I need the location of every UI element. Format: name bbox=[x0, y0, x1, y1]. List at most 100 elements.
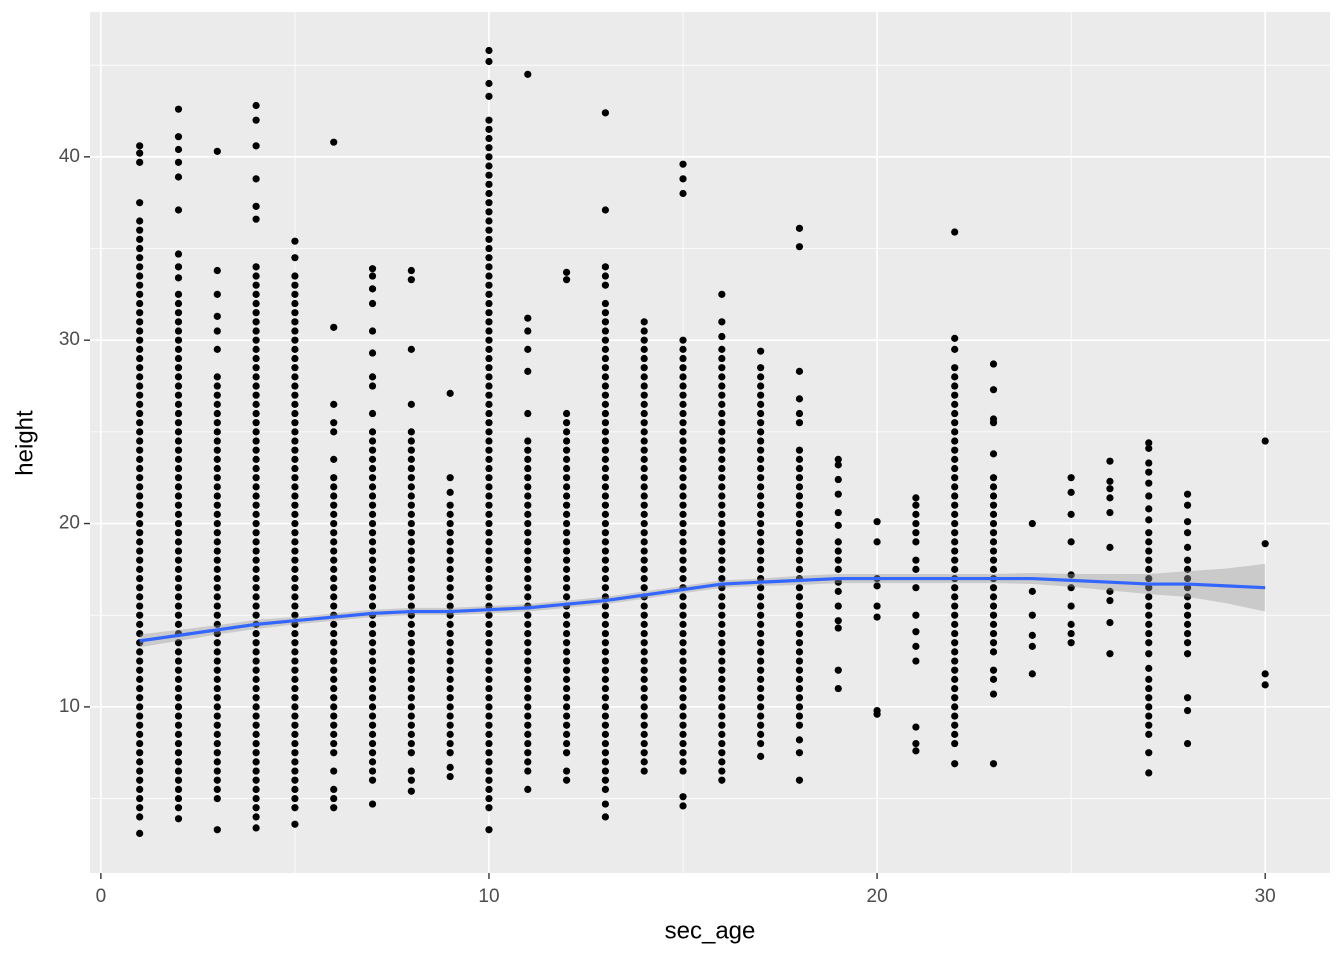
point bbox=[485, 437, 493, 445]
point bbox=[757, 752, 765, 760]
point bbox=[485, 547, 493, 555]
point bbox=[951, 584, 959, 592]
point bbox=[912, 510, 920, 518]
point bbox=[718, 290, 726, 298]
point bbox=[601, 776, 610, 784]
point bbox=[640, 611, 648, 619]
point bbox=[679, 675, 687, 683]
point bbox=[1145, 684, 1153, 693]
panel-background bbox=[90, 12, 1330, 873]
point bbox=[912, 501, 920, 509]
point bbox=[252, 327, 260, 335]
point bbox=[524, 492, 532, 500]
point bbox=[601, 556, 610, 564]
point bbox=[1145, 721, 1153, 729]
point bbox=[640, 684, 648, 693]
point bbox=[795, 547, 804, 555]
point bbox=[446, 694, 454, 702]
point bbox=[407, 767, 415, 775]
point bbox=[485, 400, 493, 408]
point bbox=[1183, 593, 1192, 601]
point bbox=[291, 373, 299, 381]
point bbox=[601, 206, 610, 214]
point bbox=[718, 538, 726, 546]
point bbox=[446, 763, 454, 771]
point bbox=[718, 593, 726, 601]
point bbox=[368, 272, 377, 280]
point bbox=[601, 611, 610, 619]
point bbox=[757, 538, 765, 546]
point bbox=[330, 400, 338, 408]
point bbox=[213, 391, 221, 399]
point bbox=[718, 703, 726, 711]
point bbox=[718, 739, 726, 748]
point bbox=[834, 556, 842, 564]
point bbox=[1145, 547, 1153, 555]
point bbox=[562, 721, 571, 729]
point bbox=[951, 483, 959, 491]
point bbox=[136, 529, 144, 537]
point bbox=[330, 492, 338, 500]
point bbox=[485, 776, 493, 784]
point bbox=[368, 265, 377, 273]
point bbox=[252, 492, 260, 500]
point bbox=[174, 694, 183, 702]
point bbox=[524, 620, 532, 628]
point bbox=[640, 574, 648, 583]
point bbox=[330, 474, 338, 482]
point bbox=[524, 510, 532, 518]
point bbox=[330, 593, 338, 601]
point bbox=[951, 730, 959, 738]
point bbox=[407, 437, 415, 445]
point bbox=[989, 629, 998, 638]
point bbox=[757, 455, 765, 463]
point bbox=[368, 666, 377, 674]
point bbox=[252, 116, 260, 124]
point bbox=[291, 299, 299, 308]
point bbox=[485, 180, 493, 188]
point bbox=[562, 767, 571, 775]
point bbox=[1145, 629, 1153, 638]
point bbox=[136, 547, 144, 555]
point bbox=[174, 105, 183, 113]
point bbox=[679, 382, 687, 390]
point bbox=[679, 639, 687, 647]
point bbox=[679, 556, 687, 564]
point bbox=[601, 730, 610, 738]
point bbox=[718, 364, 726, 372]
point bbox=[562, 455, 571, 463]
point bbox=[446, 620, 454, 628]
point bbox=[213, 464, 221, 473]
point bbox=[291, 290, 299, 298]
point bbox=[136, 419, 144, 427]
point bbox=[368, 382, 377, 390]
point bbox=[485, 345, 493, 353]
point bbox=[485, 501, 493, 509]
point bbox=[1183, 574, 1192, 583]
point bbox=[174, 758, 183, 766]
point bbox=[1183, 694, 1192, 702]
point bbox=[291, 529, 299, 537]
point bbox=[291, 785, 299, 793]
point bbox=[174, 474, 183, 482]
point bbox=[757, 611, 765, 619]
point bbox=[485, 354, 493, 363]
point bbox=[174, 648, 183, 656]
point bbox=[213, 556, 221, 564]
point bbox=[446, 538, 454, 546]
point bbox=[795, 684, 804, 693]
point bbox=[136, 675, 144, 683]
point bbox=[291, 391, 299, 399]
point bbox=[718, 776, 726, 784]
point bbox=[989, 501, 998, 509]
point bbox=[718, 574, 726, 583]
point bbox=[679, 593, 687, 601]
point bbox=[252, 813, 260, 821]
point bbox=[485, 565, 493, 573]
point bbox=[524, 483, 532, 491]
point bbox=[562, 529, 571, 537]
point bbox=[136, 730, 144, 738]
point bbox=[485, 794, 493, 803]
point bbox=[252, 794, 260, 803]
point bbox=[640, 749, 648, 757]
